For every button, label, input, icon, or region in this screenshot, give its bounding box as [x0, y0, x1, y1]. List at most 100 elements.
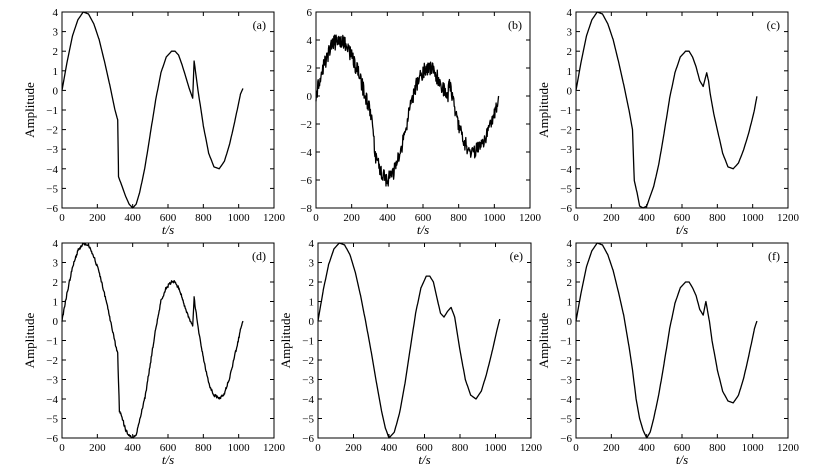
- panel-d: 0 200 400 600 800 1000 1200 −6 −5 −4 −3 −2 −1 0 1 2 3 4 t/…: [22, 238, 286, 467]
- y-tick-label-a-7: 1: [53, 66, 59, 78]
- y-tick-label-c-1: −5: [560, 183, 572, 195]
- plot-frame-c: [575, 11, 789, 209]
- y-tick-label-d-2: −4: [46, 394, 58, 406]
- y-tick-label-f-5: −1: [560, 336, 572, 348]
- y-tick-label-f-4: −2: [560, 355, 572, 367]
- x-tick-label-b-2: 400: [379, 212, 396, 224]
- x-tick-label-e-2: 400: [381, 442, 398, 454]
- x-tick-label-a-3: 600: [160, 212, 177, 224]
- y-axis-title-e: Amplitude: [278, 312, 293, 368]
- y-tick-label-d-5: −1: [46, 336, 58, 348]
- x-tick-label-a-0: 0: [59, 212, 65, 224]
- y-tick-label-c-4: −2: [560, 125, 572, 137]
- x-tick-label-c-3: 600: [674, 212, 691, 224]
- x-tick-label-c-4: 800: [709, 212, 726, 224]
- y-tick-label-b-6: 4: [307, 35, 313, 47]
- y-tick-label-a-0: −6: [46, 203, 58, 215]
- plot-frame-b: [315, 11, 531, 209]
- x-tick-label-a-2: 400: [124, 212, 141, 224]
- series-line-d: [61, 242, 244, 439]
- panel-label-f: (f): [768, 249, 780, 263]
- y-tick-label-a-9: 3: [53, 27, 59, 39]
- panel-a: 0 200 400 600 800 1000 1200 −6 −5 −4 −3 −2 −1 0 1 2 3 4 t/…: [22, 7, 286, 237]
- y-tick-label-c-7: 1: [567, 66, 573, 78]
- y-tick-label-c-9: 3: [567, 27, 573, 39]
- x-tick-label-e-0: 0: [315, 442, 321, 454]
- y-tick-label-d-9: 3: [53, 258, 59, 270]
- y-tick-label-c-3: −3: [560, 144, 572, 156]
- x-tick-label-e-5: 1000: [485, 442, 508, 454]
- panel-label-d: (d): [252, 249, 266, 263]
- y-tick-label-a-8: 2: [53, 46, 59, 58]
- y-tick-label-c-2: −4: [560, 164, 572, 176]
- x-tick-label-f-4: 800: [709, 442, 726, 454]
- panel-label-e: (e): [510, 249, 523, 263]
- y-tick-label-b-3: −2: [300, 119, 312, 131]
- y-tick-label-d-6: 0: [53, 316, 59, 328]
- x-tick-label-b-3: 600: [415, 212, 432, 224]
- y-tick-label-f-2: −4: [560, 394, 572, 406]
- x-tick-label-d-3: 600: [160, 442, 177, 454]
- panel-e: 0 200 400 600 800 1000 1200 −6 −5 −4 −3 −2 −1 0 1 2 3 4 t/…: [278, 238, 543, 467]
- y-tick-label-e-1: −5: [302, 414, 314, 426]
- series-line-f: [575, 242, 758, 439]
- x-tick-label-d-1: 200: [89, 442, 106, 454]
- x-tick-label-f-6: 1200: [777, 442, 800, 454]
- y-tick-label-e-4: −2: [302, 355, 314, 367]
- x-tick-label-e-1: 200: [345, 442, 362, 454]
- x-tick-label-d-2: 400: [124, 442, 141, 454]
- series-line-e: [317, 242, 501, 439]
- x-tick-label-b-5: 1000: [483, 212, 506, 224]
- y-tick-label-b-7: 6: [307, 7, 313, 19]
- y-tick-label-a-5: −1: [46, 105, 58, 117]
- y-tick-label-b-4: 0: [307, 91, 313, 103]
- series-line-b: [315, 34, 500, 187]
- x-tick-label-e-4: 800: [452, 442, 469, 454]
- panel-c: 0 200 400 600 800 1000 1200 −6 −5 −4 −3 −2 −1 0 1 2 3 4 t/…: [536, 7, 800, 237]
- y-tick-label-f-1: −5: [560, 414, 572, 426]
- x-axis-title-e: t/s: [418, 452, 430, 467]
- y-tick-label-a-10: 4: [53, 7, 59, 19]
- x-tick-label-c-0: 0: [573, 212, 579, 224]
- panel-label-c: (c): [767, 18, 780, 32]
- y-tick-label-a-2: −4: [46, 164, 58, 176]
- y-axis-title-a: Amplitude: [22, 82, 37, 138]
- x-tick-label-c-1: 200: [603, 212, 620, 224]
- x-axis-title-b: t/s: [417, 222, 429, 237]
- y-tick-label-b-5: 2: [307, 63, 313, 75]
- x-tick-label-e-6: 1200: [520, 442, 543, 454]
- y-tick-label-e-2: −4: [302, 394, 314, 406]
- y-tick-label-e-7: 1: [309, 297, 315, 309]
- x-axis-title-a: t/s: [162, 222, 174, 237]
- y-tick-label-c-10: 4: [567, 7, 573, 19]
- y-tick-label-f-9: 3: [567, 258, 573, 270]
- panel-b: 0 200 400 600 800 1000 1200 −8 −6 −4 −2 0 2 4 6 t/s (b): [300, 7, 541, 237]
- y-tick-label-e-10: 4: [309, 238, 315, 250]
- y-tick-label-c-0: −6: [560, 203, 572, 215]
- x-tick-label-d-0: 0: [59, 442, 65, 454]
- x-tick-label-b-0: 0: [313, 212, 319, 224]
- x-tick-label-c-5: 1000: [742, 212, 765, 224]
- x-tick-label-f-5: 1000: [742, 442, 765, 454]
- plot-frame-e: [317, 242, 532, 439]
- panel-label-b: (b): [508, 18, 522, 32]
- y-tick-label-b-0: −8: [300, 203, 312, 215]
- panel-label-a: (a): [253, 18, 266, 32]
- y-tick-label-e-0: −6: [302, 433, 314, 445]
- y-tick-label-c-5: −1: [560, 105, 572, 117]
- y-tick-label-f-6: 0: [567, 316, 573, 328]
- y-tick-label-e-5: −1: [302, 336, 314, 348]
- y-tick-label-a-3: −3: [46, 144, 58, 156]
- x-axis-title-d: t/s: [162, 452, 174, 467]
- plot-frame-a: [61, 11, 275, 209]
- x-tick-label-a-1: 200: [89, 212, 106, 224]
- y-tick-label-e-3: −3: [302, 375, 314, 387]
- y-tick-label-e-8: 2: [309, 277, 315, 289]
- y-tick-label-d-1: −5: [46, 414, 58, 426]
- y-tick-label-d-3: −3: [46, 375, 58, 387]
- y-tick-label-e-6: 0: [309, 316, 315, 328]
- y-tick-label-b-1: −6: [300, 175, 312, 187]
- x-axis-title-c: t/s: [676, 222, 688, 237]
- y-axis-title-f: Amplitude: [536, 312, 551, 368]
- x-tick-label-c-2: 400: [638, 212, 655, 224]
